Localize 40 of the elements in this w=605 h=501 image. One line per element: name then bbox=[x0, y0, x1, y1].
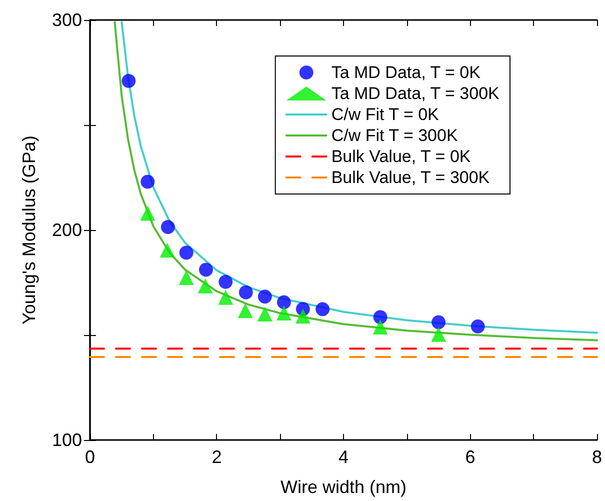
point bbox=[160, 220, 175, 234]
point bbox=[432, 315, 446, 330]
x-axis-title: Wire width (nm) bbox=[280, 477, 407, 497]
point bbox=[198, 262, 213, 277]
point bbox=[238, 303, 253, 318]
point bbox=[160, 242, 175, 258]
point bbox=[431, 326, 446, 342]
point bbox=[198, 278, 213, 294]
point bbox=[179, 246, 194, 260]
x-tick-label: 0 bbox=[84, 447, 96, 467]
point bbox=[218, 274, 233, 289]
point bbox=[373, 310, 388, 324]
y-tick-label: 200 bbox=[52, 220, 82, 240]
point bbox=[140, 174, 155, 189]
y-axis-title: Young's Modulus (GPa) bbox=[19, 136, 39, 324]
point bbox=[470, 319, 485, 334]
point bbox=[295, 308, 310, 324]
point bbox=[178, 270, 194, 285]
legend-label: Bulk Value, T = 300K bbox=[331, 168, 490, 187]
y-tick-label: 100 bbox=[52, 430, 82, 450]
legend-label: C/w Fit T = 300K bbox=[331, 126, 458, 145]
x-tick-label: 6 bbox=[465, 447, 476, 467]
x-tick-label: 2 bbox=[212, 447, 222, 467]
x-tick-label: 8 bbox=[592, 447, 602, 467]
point bbox=[257, 306, 272, 322]
x-tick-label: 4 bbox=[338, 447, 349, 467]
point bbox=[372, 320, 388, 335]
point bbox=[238, 285, 253, 300]
legend-label: Ta MD Data, T = 0K bbox=[331, 63, 482, 82]
legend-label: Bulk Value, T = 0K bbox=[331, 147, 472, 166]
point bbox=[276, 305, 292, 320]
point bbox=[276, 295, 291, 310]
legend-label: C/w Fit T = 0K bbox=[331, 105, 440, 124]
point bbox=[316, 302, 330, 316]
point bbox=[218, 290, 234, 305]
y-tick-label: 300 bbox=[52, 10, 82, 30]
point bbox=[258, 290, 272, 304]
point bbox=[122, 74, 136, 88]
point bbox=[140, 206, 156, 221]
legend-label: Ta MD Data, T = 300K bbox=[331, 84, 500, 103]
